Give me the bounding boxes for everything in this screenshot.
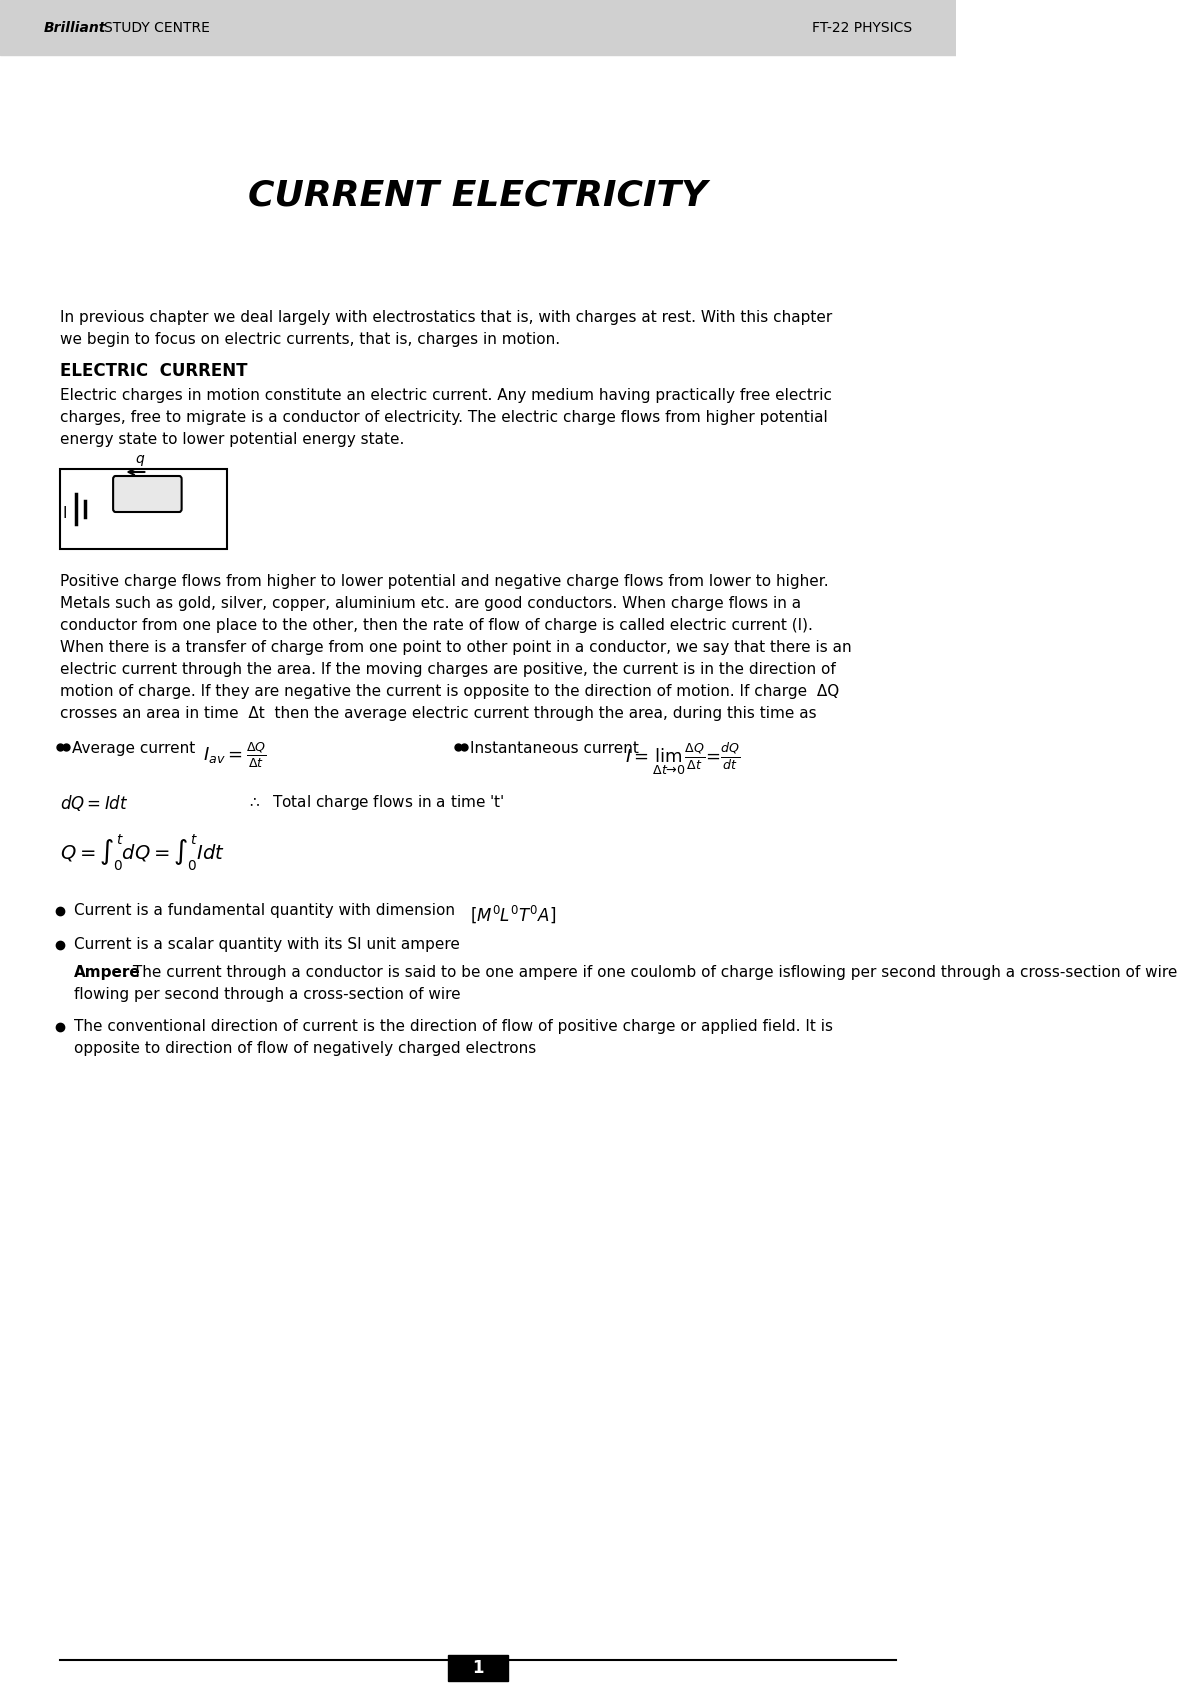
Text: FT-22 PHYSICS: FT-22 PHYSICS bbox=[812, 20, 912, 36]
Text: Ampere: Ampere bbox=[74, 964, 140, 980]
Text: I: I bbox=[62, 506, 67, 521]
Text: Average current: Average current bbox=[72, 740, 205, 756]
Text: Current is a scalar quantity with its SI unit ampere: Current is a scalar quantity with its SI… bbox=[74, 937, 460, 953]
Text: energy state to lower potential energy state.: energy state to lower potential energy s… bbox=[60, 431, 404, 447]
Text: : The current through a conductor is said to be one ampere if one coulomb of cha: : The current through a conductor is sai… bbox=[118, 964, 1177, 980]
Text: electric current through the area. If the moving charges are positive, the curre: electric current through the area. If th… bbox=[60, 662, 835, 678]
Bar bbox=[60, 469, 227, 548]
Text: Current is a fundamental quantity with dimension: Current is a fundamental quantity with d… bbox=[74, 903, 464, 919]
Text: q: q bbox=[136, 452, 144, 465]
Text: 1: 1 bbox=[473, 1659, 484, 1678]
Text: $\therefore$  Total charge flows in a time 't': $\therefore$ Total charge flows in a tim… bbox=[247, 793, 504, 812]
Text: Electric charges in motion constitute an electric current. Any medium having pra: Electric charges in motion constitute an… bbox=[60, 389, 832, 402]
Text: $I = \lim_{\Delta t \to 0} \frac{\Delta Q}{\Delta t} = \frac{dQ}{dt}$: $I = \lim_{\Delta t \to 0} \frac{\Delta … bbox=[625, 740, 740, 776]
Text: Brilliant: Brilliant bbox=[44, 20, 106, 36]
Text: $Q = \int_{0}^{t} dQ = \int_{0}^{t} Idt$: $Q = \int_{0}^{t} dQ = \int_{0}^{t} Idt$ bbox=[60, 834, 224, 873]
Text: CURRENT ELECTRICITY: CURRENT ELECTRICITY bbox=[248, 178, 708, 212]
FancyBboxPatch shape bbox=[113, 475, 181, 513]
Text: Metals such as gold, silver, copper, aluminium etc. are good conductors. When ch: Metals such as gold, silver, copper, alu… bbox=[60, 596, 800, 611]
Text: STUDY CENTRE: STUDY CENTRE bbox=[103, 20, 210, 36]
Text: When there is a transfer of charge from one point to other point in a conductor,: When there is a transfer of charge from … bbox=[60, 640, 851, 655]
Text: Positive charge flows from higher to lower potential and negative charge flows f: Positive charge flows from higher to low… bbox=[60, 574, 828, 589]
Text: The conventional direction of current is the direction of flow of positive charg: The conventional direction of current is… bbox=[74, 1019, 833, 1034]
Text: Instantaneous current: Instantaneous current bbox=[470, 740, 649, 756]
Text: In previous chapter we deal largely with electrostatics that is, with charges at: In previous chapter we deal largely with… bbox=[60, 311, 832, 324]
Text: opposite to direction of flow of negatively charged electrons: opposite to direction of flow of negativ… bbox=[74, 1041, 536, 1056]
Text: motion of charge. If they are negative the current is opposite to the direction : motion of charge. If they are negative t… bbox=[60, 684, 839, 700]
Text: crosses an area in time  Δt  then the average electric current through the area,: crosses an area in time Δt then the aver… bbox=[60, 706, 816, 722]
Text: $\left[M^{0}L^{0}T^{0}A\right]$: $\left[M^{0}L^{0}T^{0}A\right]$ bbox=[470, 903, 556, 925]
Text: flowing per second through a cross-section of wire: flowing per second through a cross-secti… bbox=[74, 987, 461, 1002]
Text: charges, free to migrate is a conductor of electricity. The electric charge flow: charges, free to migrate is a conductor … bbox=[60, 409, 828, 424]
Bar bbox=[0, 0, 956, 54]
Text: $I_{av} = \frac{\Delta Q}{\Delta t}$: $I_{av} = \frac{\Delta Q}{\Delta t}$ bbox=[203, 740, 266, 771]
Text: conductor from one place to the other, then the rate of flow of charge is called: conductor from one place to the other, t… bbox=[60, 618, 812, 633]
Bar bbox=[448, 1656, 509, 1681]
Text: we begin to focus on electric currents, that is, charges in motion.: we begin to focus on electric currents, … bbox=[60, 333, 560, 346]
Text: ELECTRIC  CURRENT: ELECTRIC CURRENT bbox=[60, 362, 247, 380]
Text: $dQ = Idt$: $dQ = Idt$ bbox=[60, 793, 128, 813]
